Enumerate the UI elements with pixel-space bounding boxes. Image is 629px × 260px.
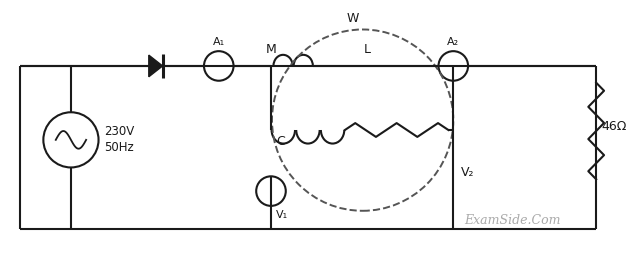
Text: 230V: 230V — [104, 126, 135, 139]
Text: A₂: A₂ — [447, 37, 459, 47]
Text: V₂: V₂ — [461, 166, 475, 179]
Text: C: C — [276, 135, 285, 148]
Text: A₁: A₁ — [213, 37, 225, 47]
Text: W: W — [347, 11, 359, 24]
Polygon shape — [149, 55, 162, 77]
Text: M: M — [265, 43, 276, 56]
Text: 46Ω: 46Ω — [601, 120, 626, 133]
Text: ExamSide.Com: ExamSide.Com — [464, 214, 560, 227]
Text: V₁: V₁ — [276, 210, 288, 220]
Text: 50Hz: 50Hz — [104, 141, 134, 154]
Text: L: L — [364, 43, 371, 56]
